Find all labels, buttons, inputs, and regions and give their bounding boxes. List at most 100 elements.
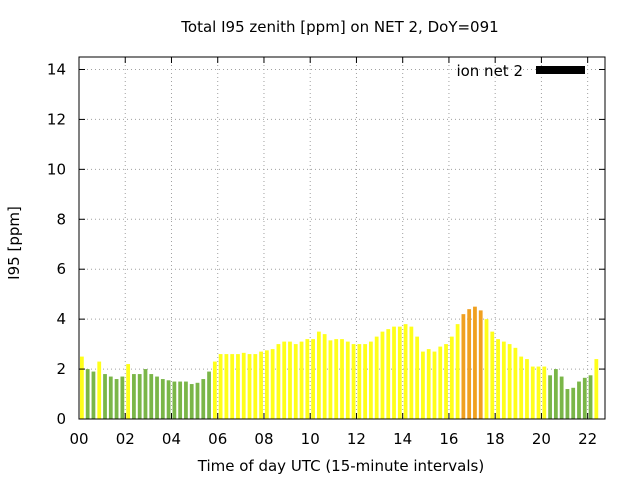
bar (155, 376, 159, 419)
bar (577, 381, 581, 419)
bar (519, 356, 524, 419)
bar (553, 369, 558, 419)
bar (415, 336, 420, 419)
bar (97, 361, 102, 419)
bar (132, 374, 136, 419)
bar (334, 339, 339, 419)
bar (513, 347, 518, 419)
bar (438, 346, 443, 419)
bar (91, 371, 96, 419)
plot-frame (78, 56, 606, 420)
bar (137, 374, 142, 419)
bar (143, 369, 148, 419)
bar (80, 356, 84, 419)
x-tick-label: 00 (69, 430, 88, 448)
x-tick-label: 02 (116, 430, 135, 448)
y-tick-label: 4 (56, 310, 66, 328)
bar (461, 314, 466, 419)
bar (536, 366, 541, 419)
bar (455, 324, 460, 419)
bar (316, 331, 321, 419)
y-tick-label: 2 (56, 360, 66, 378)
bar (108, 376, 113, 419)
y-tick-label: 10 (47, 160, 66, 178)
bar (172, 381, 177, 419)
bar (126, 364, 131, 419)
bar (218, 354, 223, 419)
bar (363, 344, 368, 419)
bar (345, 341, 350, 419)
bar (582, 377, 587, 419)
bar (195, 382, 200, 419)
bar (444, 344, 448, 419)
bar (103, 374, 107, 419)
bar (392, 326, 396, 419)
bar (588, 375, 593, 419)
bar (85, 369, 90, 419)
bar (299, 341, 304, 419)
chart-title: Total I95 zenith [ppm] on NET 2, DoY=091 (180, 18, 498, 36)
bar (236, 354, 240, 419)
x-tick-label: 10 (301, 430, 320, 448)
bar (369, 341, 373, 419)
bar (149, 374, 154, 419)
bar (571, 387, 576, 419)
bar (525, 359, 529, 419)
bar (501, 341, 506, 419)
bar (305, 339, 310, 419)
x-tick-label: 16 (439, 430, 458, 448)
bar (357, 344, 362, 419)
bar (449, 336, 454, 419)
bar (201, 379, 206, 419)
bar (224, 354, 229, 419)
bar (114, 379, 119, 419)
bar (212, 361, 217, 419)
bar (380, 331, 385, 419)
x-tick-label: 14 (393, 430, 412, 448)
bar (276, 344, 281, 419)
bar (473, 306, 477, 419)
bar (490, 331, 495, 419)
bar (166, 380, 171, 419)
bar (241, 352, 246, 419)
bar (160, 379, 165, 419)
bar (530, 366, 535, 419)
y-tick-label: 12 (47, 110, 66, 128)
bar (496, 339, 500, 419)
bar (340, 339, 344, 419)
bar (559, 376, 564, 419)
bar (507, 344, 512, 419)
bar (288, 341, 292, 419)
legend-swatch (536, 66, 585, 74)
x-tick-label: 06 (208, 430, 227, 448)
bar (247, 354, 252, 419)
bar (207, 371, 211, 419)
x-tick-label: 04 (162, 430, 181, 448)
bar (120, 376, 125, 419)
bar (270, 349, 275, 419)
bar (397, 326, 402, 419)
bar (467, 309, 472, 419)
y-tick-label: 8 (56, 210, 66, 228)
bar (259, 351, 263, 419)
bars-layer (80, 306, 599, 419)
bar (178, 381, 183, 419)
bar (565, 389, 570, 419)
bar (421, 351, 425, 419)
bar (409, 326, 414, 419)
bar (189, 384, 194, 419)
x-tick-label: 18 (486, 430, 505, 448)
x-tick-label: 20 (532, 430, 551, 448)
bar (484, 319, 489, 419)
bar (230, 354, 235, 419)
bar (403, 324, 408, 419)
bar (311, 339, 315, 419)
bar (548, 375, 552, 419)
bar (594, 359, 599, 419)
bar (322, 334, 327, 419)
grid-layer (79, 57, 605, 419)
bar (426, 349, 431, 419)
bar (542, 366, 547, 419)
